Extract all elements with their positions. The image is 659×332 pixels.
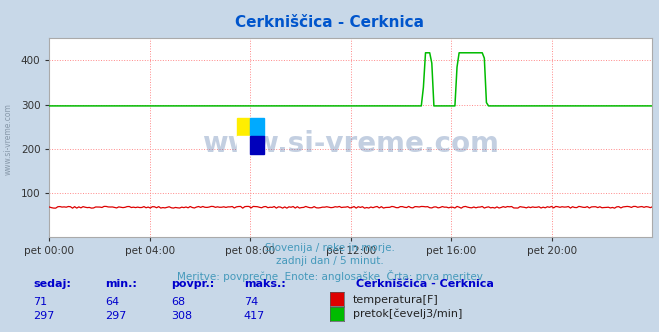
Text: 64: 64 — [105, 297, 119, 307]
Text: min.:: min.: — [105, 279, 137, 289]
Bar — [237, 118, 250, 136]
Text: Slovenija / reke in morje.: Slovenija / reke in morje. — [264, 243, 395, 253]
Bar — [237, 136, 250, 154]
Text: Cerkniščica - Cerknica: Cerkniščica - Cerknica — [356, 279, 494, 289]
Text: 308: 308 — [171, 311, 192, 321]
Text: 417: 417 — [244, 311, 265, 321]
Text: temperatura[F]: temperatura[F] — [353, 295, 438, 305]
Text: povpr.:: povpr.: — [171, 279, 215, 289]
Text: sedaj:: sedaj: — [33, 279, 71, 289]
Text: 68: 68 — [171, 297, 185, 307]
Text: 297: 297 — [33, 311, 54, 321]
Bar — [250, 118, 264, 136]
Text: 71: 71 — [33, 297, 47, 307]
Text: zadnji dan / 5 minut.: zadnji dan / 5 minut. — [275, 256, 384, 266]
Text: www.si-vreme.com: www.si-vreme.com — [3, 104, 13, 175]
Text: maks.:: maks.: — [244, 279, 285, 289]
Bar — [250, 136, 264, 154]
Text: 74: 74 — [244, 297, 258, 307]
Text: Meritve: povprečne  Enote: anglosaške  Črta: prva meritev: Meritve: povprečne Enote: anglosaške Črt… — [177, 270, 482, 282]
Text: Cerkniščica - Cerknica: Cerkniščica - Cerknica — [235, 15, 424, 30]
Text: pretok[čevelj3/min]: pretok[čevelj3/min] — [353, 309, 462, 319]
Text: www.si-vreme.com: www.si-vreme.com — [202, 130, 500, 158]
Text: 297: 297 — [105, 311, 127, 321]
